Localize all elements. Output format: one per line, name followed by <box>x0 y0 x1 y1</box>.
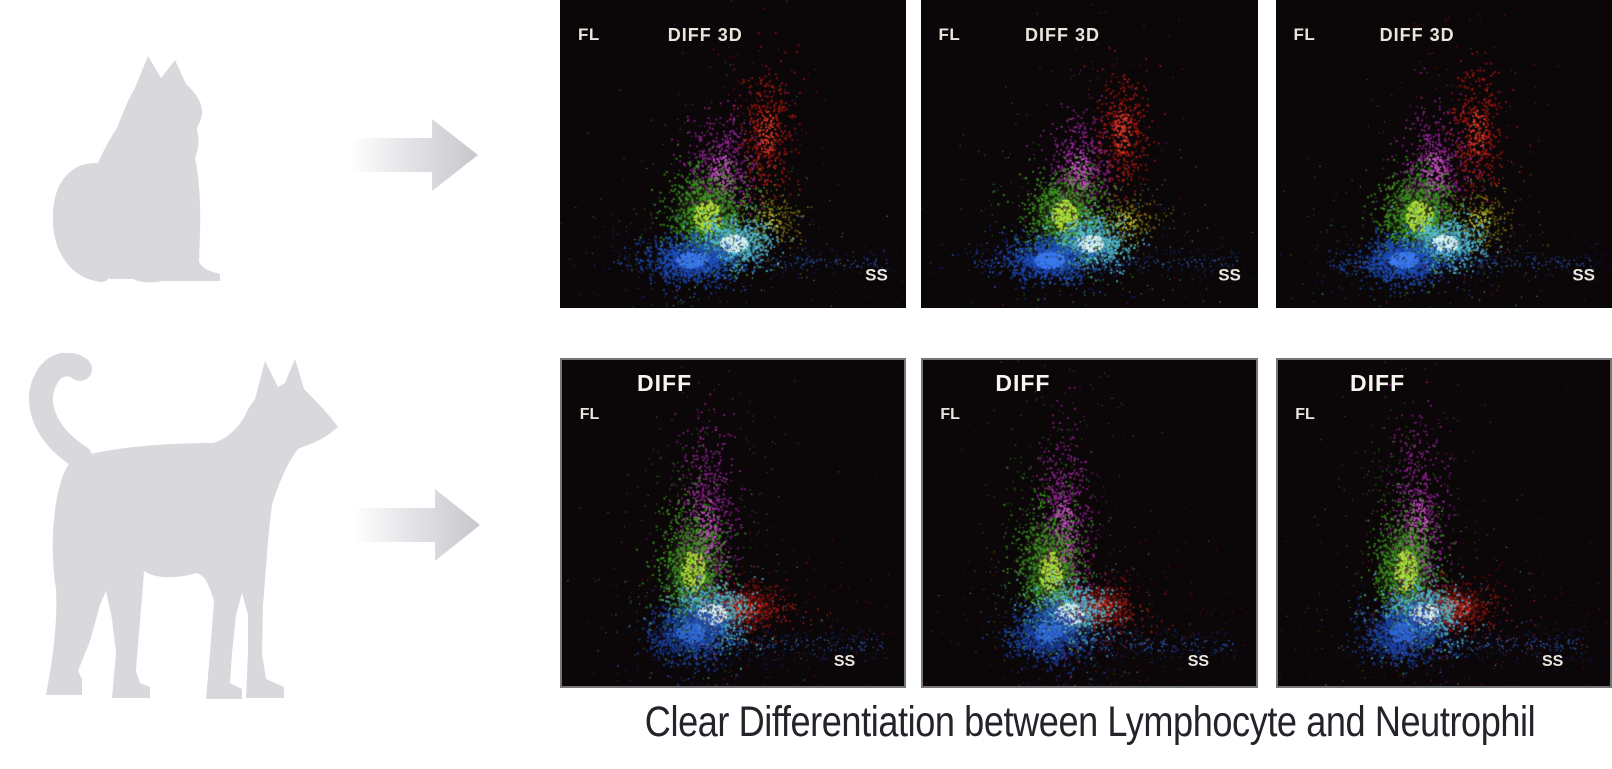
scatter-dots-canvas <box>1278 360 1610 686</box>
dog-silhouette <box>8 353 340 700</box>
scatter-dots-canvas <box>560 0 906 308</box>
figure-caption: Clear Differentiation between Lymphocyte… <box>560 698 1612 747</box>
y-axis-label: FL <box>577 25 600 45</box>
scatter-dots-canvas <box>923 360 1256 686</box>
x-axis-label: SS <box>1218 265 1241 285</box>
scattergram-cat-2: FL DIFF 3D SS <box>921 0 1258 308</box>
y-axis-label: FL <box>579 405 600 423</box>
x-axis-label: SS <box>833 653 856 671</box>
scattergram-cat-1: FL DIFF 3D SS <box>560 0 906 308</box>
cat-silhouette <box>53 48 248 283</box>
panel-title: DIFF <box>1350 370 1406 397</box>
cat-right-arrow-icon <box>350 117 480 198</box>
scatter-dots-canvas <box>1276 0 1612 308</box>
panel-title: DIFF 3D <box>667 25 743 46</box>
panel-title: DIFF 3D <box>1025 25 1101 46</box>
y-axis-label: FL <box>1293 25 1316 45</box>
scattergram-dog-3: FL DIFF SS <box>1276 358 1612 688</box>
panel-title: DIFF <box>995 370 1051 397</box>
scattergram-dog-2: FL DIFF SS <box>921 358 1258 688</box>
scattergram-cat-3: FL DIFF 3D SS <box>1276 0 1612 308</box>
dog-right-arrow-icon <box>353 487 481 568</box>
panel-title: DIFF <box>637 370 693 397</box>
x-axis-label: SS <box>1187 653 1210 671</box>
scatter-dots-canvas <box>921 0 1258 308</box>
scatter-dots-canvas <box>562 360 904 686</box>
caption-text: Clear Differentiation between Lymphocyte… <box>644 698 1536 746</box>
y-axis-label: FL <box>940 405 960 423</box>
cat-icon <box>53 56 221 283</box>
x-axis-label: SS <box>1541 653 1564 671</box>
x-axis-label: SS <box>1572 265 1596 285</box>
y-axis-label: FL <box>1295 405 1315 423</box>
dog-icon <box>28 353 338 699</box>
x-axis-label: SS <box>865 265 888 285</box>
y-axis-label: FL <box>938 25 961 45</box>
panel-title: DIFF 3D <box>1379 25 1455 46</box>
scattergram-dog-1: FL DIFF SS <box>560 358 906 688</box>
